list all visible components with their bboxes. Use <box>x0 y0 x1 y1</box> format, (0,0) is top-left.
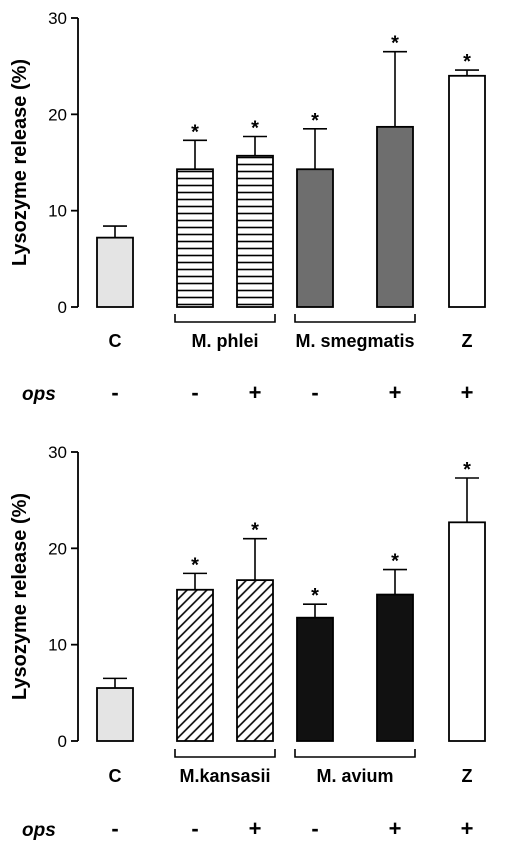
significance-marker: * <box>311 585 319 607</box>
category-label: C <box>109 766 122 786</box>
significance-marker: * <box>463 51 471 73</box>
ops-value: + <box>389 816 402 841</box>
group-label: M. phlei <box>192 331 259 351</box>
significance-marker: * <box>391 33 399 55</box>
significance-marker: * <box>391 551 399 573</box>
bar <box>376 125 414 308</box>
ops-label: ops <box>22 384 56 405</box>
group-label: M. smegmatis <box>295 331 414 351</box>
significance-marker: * <box>191 554 199 576</box>
group-label: M.kansasii <box>179 766 270 786</box>
y-tick-label: 10 <box>48 202 67 221</box>
ops-value: + <box>249 816 262 841</box>
ops-value: - <box>191 816 198 841</box>
bar <box>176 168 214 308</box>
y-tick-label: 0 <box>58 298 67 317</box>
significance-marker: * <box>251 117 259 139</box>
category-label: C <box>109 331 122 351</box>
category-label: Z <box>462 766 473 786</box>
group-bracket <box>294 749 416 758</box>
bar <box>236 579 274 742</box>
ops-value: - <box>311 380 318 405</box>
bar <box>236 154 274 308</box>
significance-marker: * <box>463 459 471 481</box>
ops-value: - <box>111 816 118 841</box>
bar <box>448 521 486 742</box>
significance-marker: * <box>251 520 259 542</box>
bar <box>176 588 214 742</box>
y-tick-label: 20 <box>48 539 67 558</box>
ops-value: + <box>389 380 402 405</box>
y-axis-title: Lysozyme release (%) <box>9 493 31 700</box>
bar <box>448 74 486 308</box>
y-tick-label: 20 <box>48 105 67 124</box>
ops-label: ops <box>22 820 56 841</box>
y-tick-label: 0 <box>58 732 67 751</box>
chart-panel-bottom: Lysozyme release (%) 0 10 20 30 C - * - * + * - * + * Z +… <box>9 443 486 841</box>
chart-panel-top: Lysozyme release (%) 0 10 20 30 C - * - * + * - * + * Z +… <box>9 9 486 405</box>
group-bracket <box>294 314 416 323</box>
bar <box>296 616 334 742</box>
bar <box>296 168 334 308</box>
group-bracket <box>174 749 276 758</box>
bar <box>376 593 414 742</box>
ops-value: + <box>461 380 474 405</box>
ops-value: + <box>249 380 262 405</box>
significance-marker: * <box>191 121 199 143</box>
bar <box>96 236 134 308</box>
y-axis-title: Lysozyme release (%) <box>9 59 31 266</box>
ops-value: - <box>111 380 118 405</box>
y-tick-label: 30 <box>48 9 67 28</box>
ops-value: - <box>191 380 198 405</box>
significance-marker: * <box>311 110 319 132</box>
group-bracket <box>174 314 276 323</box>
category-label: Z <box>462 331 473 351</box>
ops-value: + <box>461 816 474 841</box>
group-label: M. avium <box>316 766 393 786</box>
ops-value: - <box>311 816 318 841</box>
bar <box>96 687 134 742</box>
y-tick-label: 10 <box>48 636 67 655</box>
y-tick-label: 30 <box>48 443 67 462</box>
